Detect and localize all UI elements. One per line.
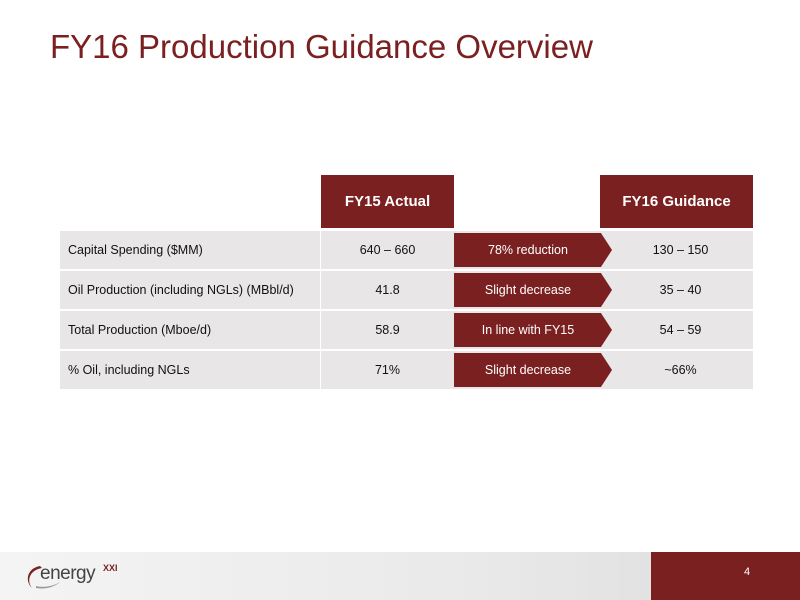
logo-wordmark: energy <box>40 563 96 584</box>
fy15-value: 41.8 <box>375 283 400 297</box>
change-arrow: In line with FY15 <box>454 313 612 347</box>
cell-divider <box>320 351 321 389</box>
cell-divider <box>320 231 321 269</box>
table-row: Total Production (Mboe/d) 58.9 54 – 59 <box>60 311 753 349</box>
company-logo: energy XXI <box>22 560 152 594</box>
change-arrow: Slight decrease <box>454 353 612 387</box>
fy15-value: 71% <box>374 363 401 377</box>
fy16-value: 35 – 40 <box>659 283 702 297</box>
fy15-value: 640 – 660 <box>359 243 416 257</box>
fy16-value: 54 – 59 <box>659 323 702 337</box>
table-row: Capital Spending ($MM) 640 – 660 130 – 1… <box>60 231 753 269</box>
table-row: Oil Production (including NGLs) (MBbl/d)… <box>60 271 753 309</box>
table-row: % Oil, including NGLs 71% ~66% <box>60 351 753 389</box>
logo-superscript: XXI <box>103 563 118 573</box>
footer-accent-block <box>651 552 800 600</box>
swoosh-icon <box>27 566 60 589</box>
row-label: Capital Spending ($MM) <box>68 243 203 257</box>
fy16-value: ~66% <box>664 363 697 377</box>
row-label: Oil Production (including NGLs) (MBbl/d) <box>68 283 294 297</box>
cell-divider <box>320 271 321 309</box>
header-fy15-actual: FY15 Actual <box>321 175 454 228</box>
page-number: 4 <box>743 566 751 578</box>
row-label: Total Production (Mboe/d) <box>68 323 212 337</box>
header-fy16-guidance: FY16 Guidance <box>600 175 753 228</box>
fy15-value: 58.9 <box>375 323 400 337</box>
fy16-value: 130 – 150 <box>652 243 709 257</box>
row-label: % Oil, including NGLs <box>68 363 190 377</box>
slide-title: FY16 Production Guidance Overview <box>50 28 593 65</box>
change-arrow: 78% reduction <box>454 233 612 267</box>
cell-divider <box>320 311 321 349</box>
change-arrow: Slight decrease <box>454 273 612 307</box>
